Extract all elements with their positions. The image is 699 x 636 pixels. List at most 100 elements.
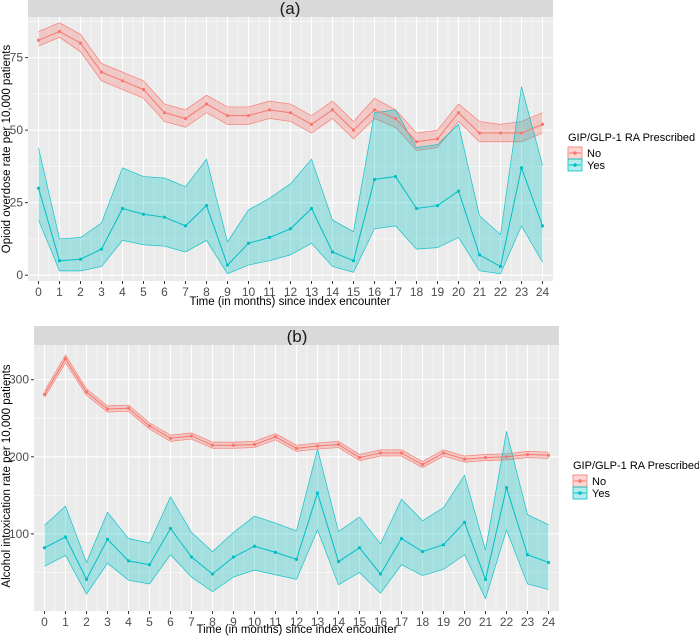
data-point-no [399,451,404,455]
data-point-no [204,102,209,106]
data-point-no [78,41,83,45]
x-axis-ticks: 0 1 2 3 4 5 6 7 8 9 10 11 12 13 14 15 16 17 18 19 20 21 22 23 24 [41,611,555,629]
x-tick-label: 0 [35,285,42,299]
data-point-no [84,390,89,394]
x-tick-label: 2 [83,615,90,629]
data-point-no [336,442,341,447]
y-tick-label: 200 [9,450,29,464]
data-point-no [273,435,278,439]
x-tick-label: 24 [542,615,556,629]
data-point-yes [204,203,209,208]
data-point-no [504,455,509,459]
x-axis-title: Time (in months) since index encounter [190,296,391,308]
data-point-no [246,114,251,118]
data-point-yes [267,235,272,240]
data-point-no [309,122,314,126]
data-point-yes [441,543,446,547]
x-tick-label: 5 [146,615,153,629]
legend-entry-no: No [567,146,601,160]
x-tick-label: 23 [515,285,529,299]
strip-background [28,0,553,17]
data-point-yes [420,550,425,554]
data-point-yes [456,189,461,193]
x-tick-label: 3 [98,285,105,299]
band-upper-edge-no [44,354,549,462]
x-tick-label: 8 [203,285,210,299]
x-tick-label: 3 [104,615,111,629]
x-tick-label: 20 [452,285,466,299]
data-point-no [42,392,47,396]
data-point-no [483,455,488,460]
y-tick-label: 0 [16,268,23,282]
data-point-yes [372,177,377,182]
data-point-yes [288,227,293,231]
y-axis-ticks: 0 25 50 75 [10,51,28,282]
y-tick-label: 300 [9,373,29,387]
legend: GIP/GLP-1 RA Prescribed No Yes [572,460,699,500]
data-point-no [105,407,110,411]
legend-label-yes: Yes [587,160,605,172]
legend-title: GIP/GLP-1 RA Prescribed [573,460,699,472]
data-point-yes [78,257,83,261]
confidence-bands [38,22,543,275]
y-tick-label: 75 [10,51,24,65]
legend-entry-yes: Yes [567,158,605,172]
data-point-no [147,424,152,428]
band-lower-edge-no [38,36,543,151]
band-lower-edge-yes [44,528,549,600]
y-axis-title: Opioid overdose rate per 10,000 patients [1,45,13,254]
data-point-no [126,406,131,410]
data-point-no [57,29,62,34]
legend-entry-yes: Yes [572,486,610,500]
data-point-yes [246,241,251,245]
x-tick-label: 7 [182,285,189,299]
x-tick-label: 14 [332,615,346,629]
data-point-no [477,131,482,135]
data-point-yes [252,544,257,548]
strip-background [34,326,559,345]
data-point-no [462,457,467,461]
x-tick-label: 10 [248,615,262,629]
confidence-band-yes [38,86,543,274]
x-tick-label: 23 [521,615,535,629]
data-point-yes [57,259,62,263]
data-point-yes [498,264,503,269]
x-tick-label: 22 [500,615,514,629]
data-point-yes [315,491,320,495]
data-point-yes [330,250,335,254]
data-point-no [456,111,461,115]
data-point-yes [336,560,341,564]
x-tick-label: 4 [125,615,132,629]
x-tick-label: 11 [263,285,276,299]
data-point-yes [357,546,362,550]
x-tick-label: 1 [56,285,63,299]
x-tick-label: 4 [119,285,126,299]
data-point-yes [294,557,299,561]
data-point-yes [63,535,68,539]
data-point-no [99,70,104,74]
data-point-no [414,140,419,144]
x-tick-label: 20 [458,615,472,629]
x-tick-label: 19 [437,615,451,629]
panel-label: (a) [280,0,301,18]
x-tick-label: 21 [473,285,487,299]
data-point-no [315,444,320,448]
y-axis-title: Alcohol intoxication rate per 10,000 pat… [1,364,13,587]
legend-title: GIP/GLP-1 RA Prescribed [568,132,695,144]
data-point-no [63,357,68,361]
data-point-yes [99,247,104,251]
x-tick-label: 22 [494,285,508,299]
data-point-no [36,38,41,42]
x-tick-label: 21 [479,615,493,629]
x-tick-label: 17 [389,285,403,299]
data-point-no [525,452,530,457]
data-point-yes [141,212,146,216]
x-tick-label: 18 [410,285,424,299]
x-tick-label: 13 [305,285,319,299]
grid-lines [34,345,559,611]
data-point-yes [231,555,236,559]
x-tick-label: 9 [230,615,237,629]
data-point-no [540,122,545,126]
